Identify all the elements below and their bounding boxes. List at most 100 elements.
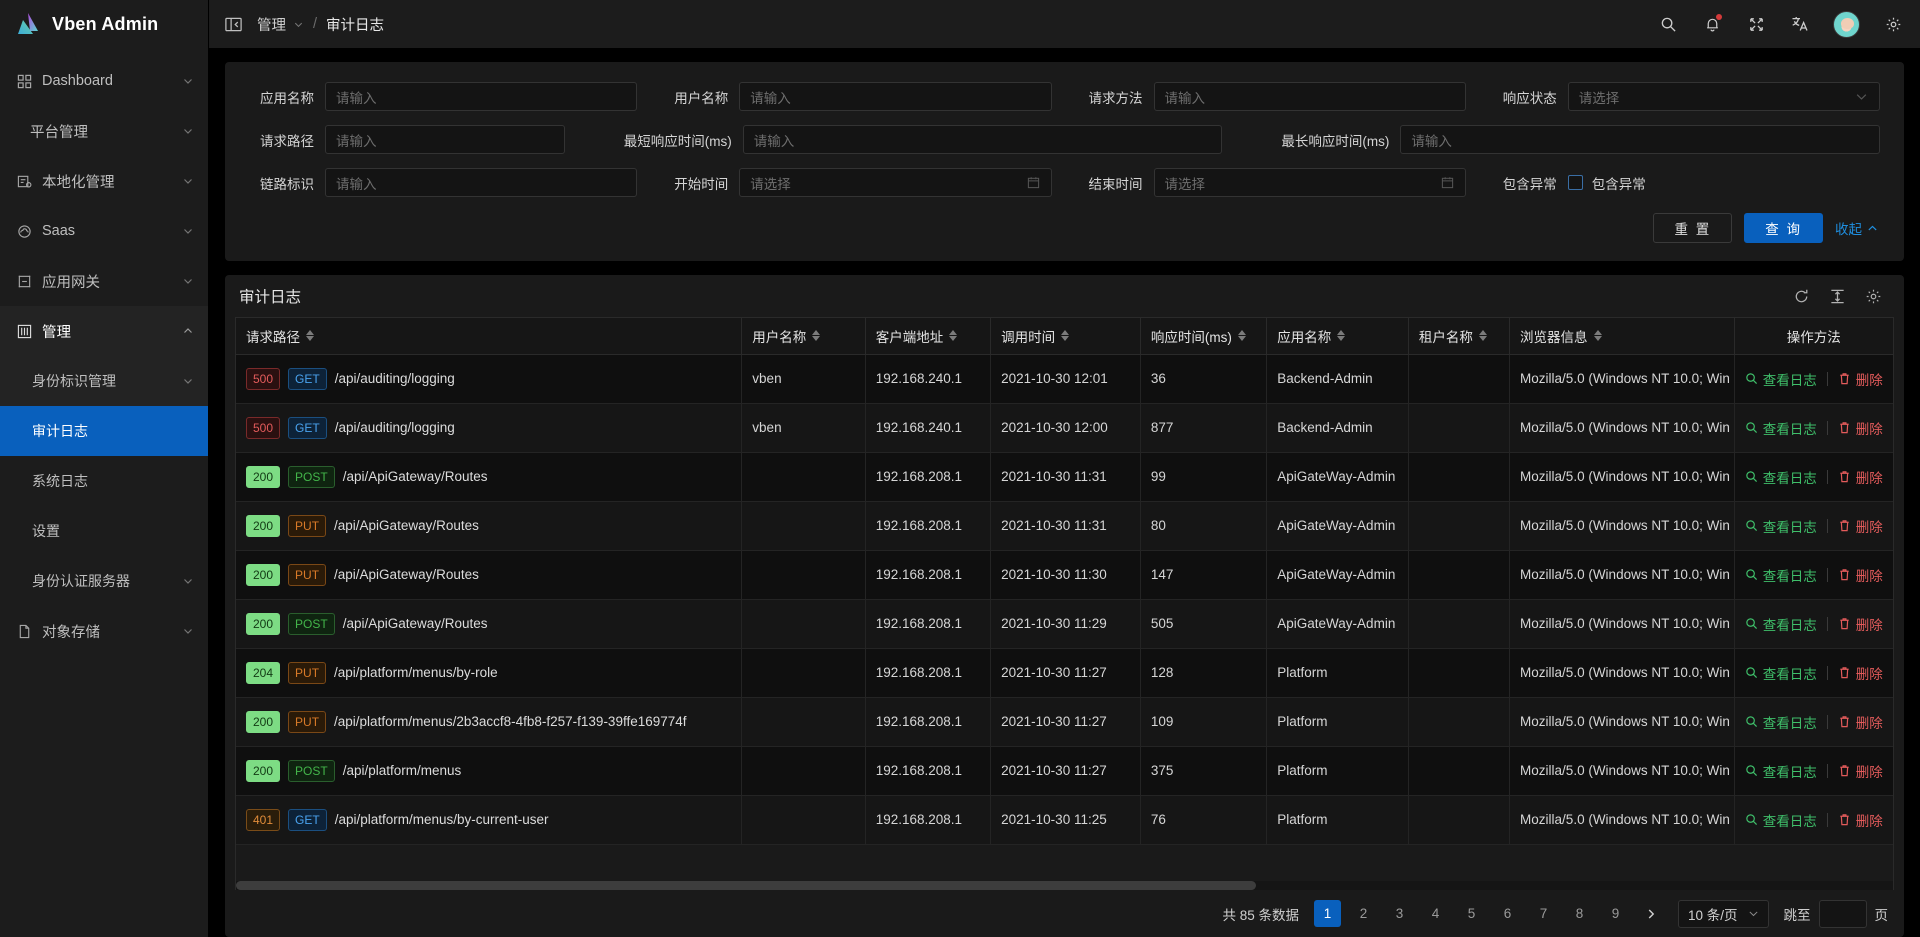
- page-size-select[interactable]: 10 条/页: [1677, 899, 1769, 928]
- trace-id-input[interactable]: 请输入: [325, 168, 638, 197]
- gear-icon[interactable]: [1864, 287, 1882, 305]
- request-method-input[interactable]: 请输入: [1153, 82, 1466, 111]
- table-row[interactable]: 500 GET/api/auditing/logging vben 192.168.2…: [236, 354, 1893, 404]
- page-button-7[interactable]: 7: [1539, 906, 1548, 921]
- sidebar-item-system-log[interactable]: 系统日志: [0, 456, 208, 506]
- view-log-action[interactable]: 查看日志: [1745, 418, 1817, 438]
- sidebar-item-audit-log[interactable]: 审计日志: [0, 406, 208, 456]
- sort-icon[interactable]: [1337, 330, 1346, 342]
- delete-action[interactable]: 删除: [1838, 663, 1883, 683]
- sort-icon[interactable]: [1593, 330, 1602, 342]
- bell-icon[interactable]: [1701, 13, 1723, 35]
- page-button-6[interactable]: 6: [1503, 906, 1512, 921]
- delete-action[interactable]: 删除: [1838, 467, 1883, 487]
- delete-action[interactable]: 删除: [1838, 810, 1883, 830]
- delete-action[interactable]: 删除: [1838, 369, 1883, 389]
- sidebar-item-identity-management[interactable]: 身份标识管理: [0, 356, 208, 406]
- page-button-3[interactable]: 3: [1395, 906, 1404, 921]
- sort-icon[interactable]: [1237, 330, 1246, 342]
- max-response-time-input[interactable]: 请输入: [1400, 125, 1880, 154]
- app-name-input[interactable]: 请输入: [325, 82, 638, 111]
- avatar[interactable]: [1833, 10, 1860, 38]
- col-call-time[interactable]: 调用时间: [990, 318, 1141, 355]
- view-log-action[interactable]: 查看日志: [1745, 614, 1817, 634]
- min-response-time-input[interactable]: 请输入: [742, 125, 1223, 154]
- sidebar: Vben Admin Dashboard 平台管理: [0, 0, 209, 937]
- table-row[interactable]: 200 POST/api/platform/menus 192.168.208.1 2…: [236, 746, 1893, 796]
- sidebar-item-dashboard[interactable]: Dashboard: [0, 56, 208, 106]
- jump-input[interactable]: [1818, 899, 1867, 928]
- sidebar-item-identity-server[interactable]: 身份认证服务器: [0, 556, 208, 606]
- page-button-9[interactable]: 9: [1611, 906, 1620, 921]
- view-log-action[interactable]: 查看日志: [1745, 565, 1817, 585]
- breadcrumb-root[interactable]: 管理: [257, 17, 286, 34]
- user-name-input[interactable]: 请输入: [739, 82, 1052, 111]
- view-log-action[interactable]: 查看日志: [1745, 467, 1817, 487]
- has-exception-checkbox[interactable]: [1567, 175, 1583, 190]
- gear-icon[interactable]: [1882, 13, 1904, 35]
- table-row[interactable]: 200 PUT/api/platform/menus/2b3accf8-4fb8-…: [236, 697, 1893, 747]
- search-icon[interactable]: [1657, 13, 1679, 35]
- scrollbar-thumb[interactable]: [236, 881, 1256, 890]
- col-user-name[interactable]: 用户名称: [741, 318, 866, 355]
- view-log-action[interactable]: 查看日志: [1745, 712, 1817, 732]
- collapse-toggle[interactable]: 收起: [1835, 218, 1878, 238]
- page-button-8[interactable]: 8: [1575, 906, 1584, 921]
- sidebar-item-localization[interactable]: 本地化管理: [0, 156, 208, 206]
- delete-action[interactable]: 删除: [1838, 516, 1883, 536]
- height-adjust-icon[interactable]: [1828, 287, 1846, 305]
- sidebar-item-management[interactable]: 管理: [0, 306, 208, 356]
- table-row[interactable]: 200 POST/api/ApiGateway/Routes 192.168.208…: [236, 452, 1893, 502]
- delete-action[interactable]: 删除: [1838, 565, 1883, 585]
- col-response-time[interactable]: 响应时间(ms): [1140, 318, 1268, 355]
- delete-action[interactable]: 删除: [1838, 761, 1883, 781]
- table-row[interactable]: 200 PUT/api/ApiGateway/Routes 192.168.208.…: [236, 501, 1893, 551]
- menu-fold-icon[interactable]: [223, 14, 243, 34]
- refresh-icon[interactable]: [1792, 287, 1810, 305]
- page-button-2[interactable]: 2: [1359, 906, 1368, 921]
- col-tenant-name[interactable]: 租户名称: [1408, 318, 1511, 355]
- delete-action[interactable]: 删除: [1838, 418, 1883, 438]
- sort-icon[interactable]: [1061, 330, 1070, 342]
- reset-button[interactable]: 重 置: [1653, 213, 1733, 243]
- sidebar-item-api-gateway[interactable]: 应用网关: [0, 256, 208, 306]
- chevron-right-icon[interactable]: [1638, 900, 1665, 927]
- fullscreen-icon[interactable]: [1745, 13, 1767, 35]
- sidebar-item-saas[interactable]: Saas: [0, 206, 208, 256]
- table-row[interactable]: 500 GET/api/auditing/logging vben 192.168.2…: [236, 403, 1893, 453]
- end-time-picker[interactable]: 请选择: [1153, 168, 1466, 197]
- table-row[interactable]: 200 PUT/api/ApiGateway/Routes 192.168.208.…: [236, 550, 1893, 600]
- view-log-action[interactable]: 查看日志: [1745, 761, 1817, 781]
- sort-icon[interactable]: [949, 330, 958, 342]
- col-browser-info[interactable]: 浏览器信息: [1509, 318, 1735, 355]
- col-app-name[interactable]: 应用名称: [1266, 318, 1409, 355]
- table-row[interactable]: 401 GET/api/platform/menus/by-current-use…: [236, 795, 1893, 845]
- page-button-4[interactable]: 4: [1431, 906, 1440, 921]
- sort-icon[interactable]: [812, 330, 821, 342]
- view-log-action[interactable]: 查看日志: [1745, 516, 1817, 536]
- delete-action[interactable]: 删除: [1838, 712, 1883, 732]
- col-request-path[interactable]: 请求路径: [236, 318, 743, 355]
- delete-action[interactable]: 删除: [1838, 614, 1883, 634]
- sort-icon[interactable]: [306, 330, 314, 342]
- page-button-5[interactable]: 5: [1467, 906, 1476, 921]
- response-status-select[interactable]: 请选择: [1567, 82, 1880, 111]
- sort-icon[interactable]: [1478, 330, 1487, 342]
- view-log-label: 查看日志: [1762, 813, 1817, 829]
- page-button-1[interactable]: 1: [1313, 900, 1341, 927]
- view-log-action[interactable]: 查看日志: [1745, 663, 1817, 683]
- sidebar-item-settings[interactable]: 设置: [0, 506, 208, 556]
- sidebar-item-platform-management[interactable]: 平台管理: [0, 106, 208, 156]
- start-time-picker[interactable]: 请选择: [739, 168, 1052, 197]
- translate-icon[interactable]: [1789, 13, 1811, 35]
- col-client-address[interactable]: 客户端地址: [865, 318, 992, 355]
- table-row[interactable]: 204 PUT/api/platform/menus/by-role 192.168…: [236, 648, 1893, 698]
- table-row[interactable]: 200 POST/api/ApiGateway/Routes 192.168.208…: [236, 599, 1893, 649]
- brand[interactable]: Vben Admin: [0, 0, 208, 48]
- request-path-input[interactable]: 请输入: [325, 125, 565, 154]
- sidebar-item-object-storage[interactable]: 对象存储: [0, 606, 208, 656]
- view-log-action[interactable]: 查看日志: [1745, 369, 1817, 389]
- query-button[interactable]: 查 询: [1744, 213, 1823, 243]
- horizontal-scrollbar[interactable]: [236, 881, 1893, 890]
- view-log-action[interactable]: 查看日志: [1745, 810, 1817, 830]
